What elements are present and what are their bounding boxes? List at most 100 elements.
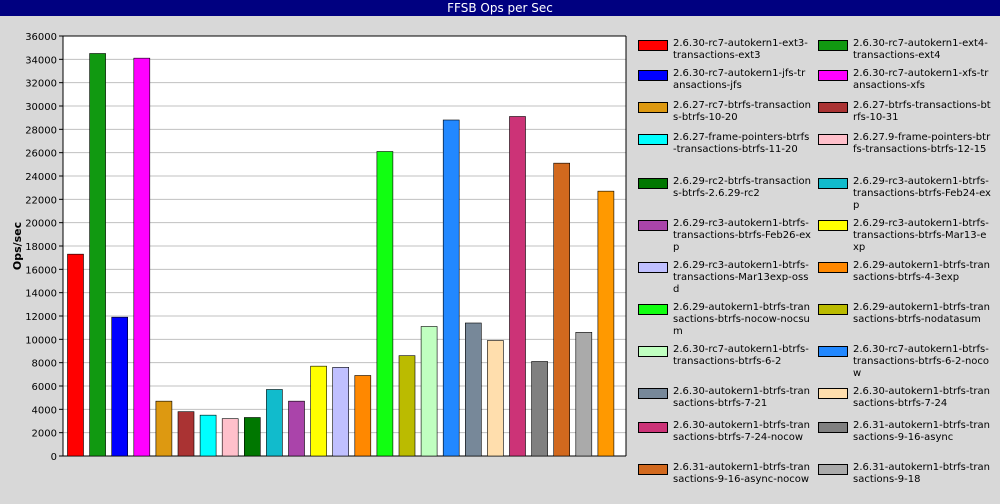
legend-item: 2.6.31-autokern1-btrfs-transactions-9-18 bbox=[818, 462, 991, 486]
bar bbox=[487, 340, 504, 457]
bar bbox=[553, 162, 571, 457]
legend-item: 2.6.29-rc2-btrfs-transactions-btrfs-2.6.… bbox=[638, 176, 811, 200]
legend-label: 2.6.31-autokern1-btrfs-transactions-9-16… bbox=[853, 420, 990, 443]
bar bbox=[89, 53, 106, 457]
legend-item: 2.6.30-autokern1-btrfs-transactions-btrf… bbox=[638, 386, 811, 410]
legend-label: 2.6.30-rc7-autokern1-jfs-transactions-jf… bbox=[673, 68, 806, 91]
legend-label: 2.6.30-autokern1-btrfs-transactions-btrf… bbox=[673, 386, 810, 409]
legend-item: 2.6.29-rc3-autokern1-btrfs-transactions-… bbox=[638, 218, 811, 254]
legend-label: 2.6.29-rc3-autokern1-btrfs-transactions-… bbox=[673, 218, 811, 253]
legend-swatch bbox=[818, 40, 848, 51]
legend-item: 2.6.27-btrfs-transactions-btrfs-10-31 bbox=[818, 100, 991, 124]
legend-swatch bbox=[638, 102, 668, 113]
legend-label: 2.6.27.9-frame-pointers-btrfs-transactio… bbox=[853, 132, 991, 155]
y-tick-label: 32000 bbox=[25, 79, 57, 90]
bar bbox=[420, 326, 438, 457]
legend-label: 2.6.29-autokern1-btrfs-transactions-btrf… bbox=[853, 260, 990, 283]
y-tick-label: 8000 bbox=[32, 359, 57, 370]
legend-item: 2.6.30-rc7-autokern1-btrfs-transactions-… bbox=[638, 344, 811, 368]
legend-label: 2.6.30-rc7-autokern1-xfs-transactions-xf… bbox=[853, 68, 989, 91]
legend-label: 2.6.27-frame-pointers-btrfs-transactions… bbox=[673, 132, 810, 155]
legend-swatch bbox=[818, 346, 848, 357]
legend-swatch bbox=[638, 464, 668, 475]
y-tick-label: 14000 bbox=[25, 289, 57, 300]
bar bbox=[133, 57, 151, 457]
legend-swatch bbox=[638, 262, 668, 273]
y-tick-label: 6000 bbox=[32, 382, 57, 393]
bar bbox=[464, 322, 482, 457]
legend-item: 2.6.29-rc3-autokern1-btrfs-transactions-… bbox=[818, 218, 991, 254]
legend-swatch bbox=[818, 262, 848, 273]
bar bbox=[111, 316, 128, 457]
y-tick-label: 18000 bbox=[25, 242, 57, 253]
legend-label: 2.6.31-autokern1-btrfs-transactions-9-18 bbox=[853, 462, 990, 485]
bar bbox=[509, 116, 526, 457]
legend-label: 2.6.30-autokern1-btrfs-transactions-btrf… bbox=[673, 420, 810, 443]
bar bbox=[310, 365, 327, 457]
bar bbox=[531, 361, 548, 457]
legend-item: 2.6.30-rc7-autokern1-jfs-transactions-jf… bbox=[638, 68, 811, 92]
legend-label: 2.6.29-rc3-autokern1-btrfs-transactions-… bbox=[853, 218, 989, 253]
legend-swatch bbox=[638, 220, 668, 231]
legend-label: 2.6.29-autokern1-btrfs-transactions-btrf… bbox=[853, 302, 990, 325]
legend-swatch bbox=[638, 40, 668, 51]
y-tick-label: 0 bbox=[51, 452, 57, 463]
legend-item: 2.6.30-autokern1-btrfs-transactions-btrf… bbox=[638, 420, 811, 444]
legend-label: 2.6.29-rc3-autokern1-btrfs-transactions-… bbox=[853, 176, 991, 211]
y-tick-label: 2000 bbox=[32, 429, 57, 440]
legend-label: 2.6.29-rc2-btrfs-transactions-btrfs-2.6.… bbox=[673, 176, 811, 199]
bar bbox=[398, 355, 416, 457]
legend-item: 2.6.31-autokern1-btrfs-transactions-9-16… bbox=[638, 462, 811, 486]
legend-item: 2.6.29-autokern1-btrfs-transactions-btrf… bbox=[818, 260, 991, 284]
legend-item: 2.6.30-autokern1-btrfs-transactions-btrf… bbox=[818, 386, 991, 410]
y-tick-label: 22000 bbox=[25, 195, 57, 206]
y-tick-label: 34000 bbox=[25, 55, 57, 66]
legend-label: 2.6.29-autokern1-btrfs-transactions-btrf… bbox=[673, 302, 810, 337]
legend-swatch bbox=[818, 304, 848, 315]
bar bbox=[597, 190, 615, 457]
legend-swatch bbox=[818, 178, 848, 189]
y-tick-label: 20000 bbox=[25, 219, 57, 230]
bar bbox=[67, 253, 84, 457]
legend-item: 2.6.27-rc7-btrfs-transactions-btrfs-10-2… bbox=[638, 100, 811, 124]
legend-item: 2.6.30-rc7-autokern1-ext3-transactions-e… bbox=[638, 38, 811, 62]
y-tick-label: 30000 bbox=[25, 102, 57, 113]
bar bbox=[575, 332, 593, 457]
bar bbox=[332, 367, 350, 457]
bar bbox=[442, 119, 460, 457]
bar bbox=[177, 411, 195, 457]
legend-swatch bbox=[638, 388, 668, 399]
y-tick-label: 24000 bbox=[25, 172, 57, 183]
y-tick-label: 28000 bbox=[25, 125, 57, 136]
legend-swatch bbox=[818, 134, 848, 145]
legend-item: 2.6.27.9-frame-pointers-btrfs-transactio… bbox=[818, 132, 991, 156]
legend-label: 2.6.27-rc7-btrfs-transactions-btrfs-10-2… bbox=[673, 100, 811, 123]
legend-label: 2.6.30-autokern1-btrfs-transactions-btrf… bbox=[853, 386, 990, 409]
bar bbox=[155, 400, 173, 457]
legend-item: 2.6.29-autokern1-btrfs-transactions-btrf… bbox=[818, 302, 991, 326]
legend-swatch bbox=[638, 422, 668, 433]
y-tick-label: 26000 bbox=[25, 149, 57, 160]
y-axis-label: Ops/sec bbox=[11, 222, 24, 270]
legend-swatch bbox=[818, 388, 848, 399]
legend-swatch bbox=[638, 304, 668, 315]
legend-item: 2.6.30-rc7-autokern1-btrfs-transactions-… bbox=[818, 344, 991, 380]
y-tick-label: 10000 bbox=[25, 335, 57, 346]
bar bbox=[199, 414, 217, 457]
legend-item: 2.6.29-autokern1-btrfs-transactions-btrf… bbox=[638, 302, 811, 338]
legend-swatch bbox=[638, 134, 668, 145]
y-tick-label: 36000 bbox=[25, 32, 57, 43]
bar bbox=[376, 151, 394, 457]
legend-item: 2.6.31-autokern1-btrfs-transactions-9-16… bbox=[818, 420, 991, 444]
window-title: FFSB Ops per Sec bbox=[0, 0, 1000, 16]
legend-swatch bbox=[638, 346, 668, 357]
legend-item: 2.6.27-frame-pointers-btrfs-transactions… bbox=[638, 132, 811, 156]
legend-label: 2.6.29-rc3-autokern1-btrfs-transactions-… bbox=[673, 260, 809, 295]
legend-swatch bbox=[818, 70, 848, 81]
legend-label: 2.6.30-rc7-autokern1-ext3-transactions-e… bbox=[673, 38, 808, 61]
legend-item: 2.6.30-rc7-autokern1-xfs-transactions-xf… bbox=[818, 68, 991, 92]
bar bbox=[244, 417, 261, 457]
legend-swatch bbox=[818, 464, 848, 475]
legend-label: 2.6.30-rc7-autokern1-btrfs-transactions-… bbox=[853, 344, 990, 379]
